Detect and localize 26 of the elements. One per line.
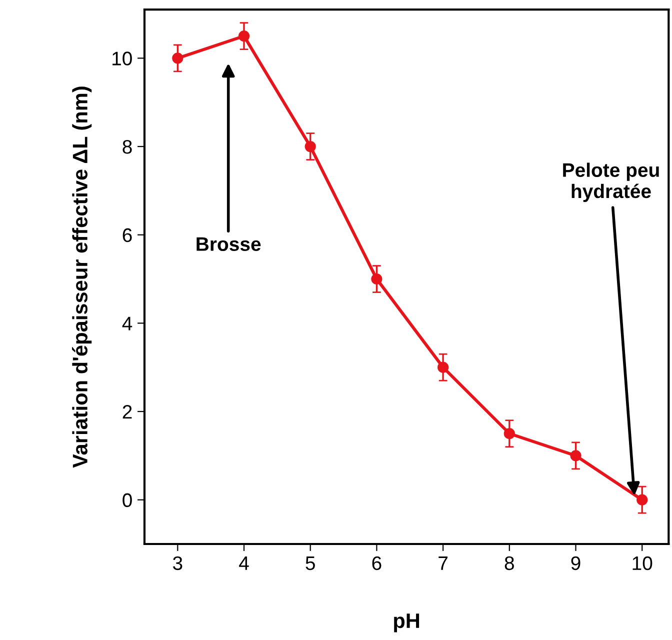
x-tick-label: 10 bbox=[632, 556, 652, 570]
y-tick-label: 2 bbox=[122, 404, 132, 419]
point bbox=[304, 140, 316, 152]
annotation: Brosse bbox=[196, 237, 261, 252]
point bbox=[570, 450, 582, 462]
point bbox=[172, 52, 184, 64]
point bbox=[504, 428, 515, 440]
annotation: Pelote peu hydratée bbox=[563, 162, 659, 202]
x-tick-label: 6 bbox=[372, 556, 382, 570]
x-tick-label: 5 bbox=[306, 556, 315, 570]
x-tick-label: 7 bbox=[438, 556, 448, 570]
x-tick-label: 4 bbox=[239, 556, 249, 570]
y-tick-label: 8 bbox=[122, 140, 132, 154]
point bbox=[238, 30, 250, 42]
y-tick-label: 10 bbox=[112, 52, 132, 66]
x-tick-label: 9 bbox=[571, 556, 580, 570]
point bbox=[437, 362, 449, 373]
x-tick-label: 8 bbox=[504, 556, 514, 570]
y-axis-title: Variation d'épaisseur effective ΔL (nm) bbox=[72, 86, 92, 468]
x-axis-title: pH bbox=[394, 614, 420, 632]
y-tick-label: 0 bbox=[122, 493, 132, 508]
x-tick-label: 3 bbox=[172, 556, 182, 570]
point bbox=[371, 273, 382, 285]
y-tick-label: 6 bbox=[122, 228, 132, 242]
point bbox=[636, 494, 648, 506]
y-tick-label: 4 bbox=[122, 316, 132, 330]
